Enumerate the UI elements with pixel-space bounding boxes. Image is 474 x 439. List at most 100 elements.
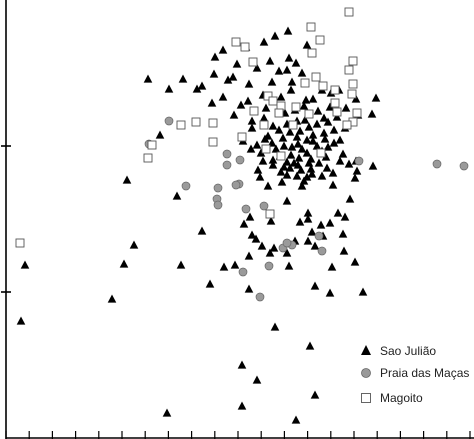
- data-point-sao-juliao: [371, 93, 381, 102]
- data-point-praia-das-macas: [314, 231, 324, 241]
- data-point-sao-juliao: [268, 121, 278, 130]
- data-point-sao-juliao: [316, 220, 326, 229]
- data-point-magoito: [332, 107, 342, 117]
- data-point-sao-juliao: [218, 45, 228, 54]
- data-point-magoito: [348, 56, 358, 66]
- data-point-praia-das-macas: [181, 181, 191, 191]
- data-point-sao-juliao: [276, 167, 286, 176]
- legend-item-praia-das-macas: Praia das Maças: [361, 366, 469, 380]
- data-point-sao-juliao: [302, 40, 312, 49]
- legend-item-sao-juliao: Sao Julião: [361, 344, 436, 358]
- data-point-magoito: [176, 120, 186, 130]
- data-point-sao-juliao: [351, 94, 361, 103]
- data-point-sao-juliao: [345, 194, 355, 203]
- data-point-praia-das-macas: [238, 267, 248, 277]
- x-ticks: [5, 431, 471, 439]
- data-point-magoito: [306, 22, 316, 32]
- data-point-sao-juliao: [162, 408, 172, 417]
- data-point-sao-juliao: [243, 96, 253, 105]
- data-point-praia-das-macas: [264, 261, 274, 271]
- data-point-sao-juliao: [297, 181, 307, 190]
- legend-label: Praia das Maças: [380, 366, 469, 380]
- legend-label: Magoito: [380, 391, 423, 405]
- data-point-magoito: [344, 65, 354, 75]
- data-point-sao-juliao: [320, 134, 330, 143]
- data-point-sao-juliao: [269, 243, 279, 252]
- data-point-sao-juliao: [367, 109, 377, 118]
- data-point-sao-juliao: [300, 115, 310, 124]
- data-point-sao-juliao: [286, 85, 296, 94]
- data-point-sao-juliao: [338, 229, 348, 238]
- data-point-magoito: [300, 78, 310, 88]
- data-point-sao-juliao: [178, 74, 188, 83]
- data-point-magoito: [263, 91, 273, 101]
- data-point-sao-juliao: [20, 260, 30, 269]
- data-point-sao-juliao: [350, 257, 360, 266]
- data-point-sao-juliao: [284, 261, 294, 270]
- data-point-praia-das-macas: [241, 204, 251, 214]
- data-point-magoito: [231, 37, 241, 47]
- data-point-sao-juliao: [352, 166, 362, 175]
- data-point-sao-juliao: [291, 415, 301, 424]
- data-point-sao-juliao: [268, 160, 278, 169]
- data-point-sao-juliao: [282, 157, 292, 166]
- data-point-sao-juliao: [327, 262, 337, 271]
- data-point-sao-juliao: [282, 65, 292, 74]
- data-point-sao-juliao: [172, 191, 182, 200]
- data-point-magoito: [311, 72, 321, 82]
- data-point-sao-juliao: [319, 128, 329, 137]
- data-point-sao-juliao: [325, 218, 335, 227]
- data-point-sao-juliao: [274, 125, 284, 134]
- data-point-sao-juliao: [252, 140, 262, 149]
- data-point-sao-juliao: [143, 74, 153, 83]
- data-point-praia-das-macas: [222, 160, 232, 170]
- data-point-sao-juliao: [294, 153, 304, 162]
- data-point-magoito: [237, 132, 247, 142]
- data-point-sao-juliao: [270, 31, 280, 40]
- data-point-sao-juliao: [252, 63, 262, 72]
- data-point-praia-das-macas: [235, 155, 245, 165]
- data-point-sao-juliao: [302, 135, 312, 144]
- data-point-sao-juliao: [308, 130, 318, 139]
- data-point-praia-das-macas: [317, 246, 327, 256]
- legend: Sao Julião Praia das Maças Magoito: [361, 344, 469, 405]
- data-point-praia-das-macas: [164, 116, 174, 126]
- data-point-sao-juliao: [314, 158, 324, 167]
- data-point-magoito: [259, 120, 269, 130]
- data-point-sao-juliao: [333, 208, 343, 217]
- data-point-praia-das-macas: [231, 180, 241, 190]
- data-point-sao-juliao: [313, 106, 323, 115]
- data-point-magoito: [240, 42, 250, 52]
- data-point-magoito: [261, 144, 271, 154]
- data-point-sao-juliao: [321, 152, 331, 161]
- data-point-magoito: [344, 7, 354, 17]
- data-point-sao-juliao: [293, 160, 303, 169]
- data-point-sao-juliao: [340, 212, 350, 221]
- data-point-magoito: [315, 35, 325, 45]
- data-point-sao-juliao: [192, 84, 202, 93]
- data-point-magoito: [304, 109, 314, 119]
- data-point-sao-juliao: [285, 163, 295, 172]
- data-point-sao-juliao: [287, 77, 297, 86]
- data-point-sao-juliao: [317, 171, 327, 180]
- data-point-sao-juliao: [237, 360, 247, 369]
- data-point-sao-juliao: [247, 123, 257, 132]
- data-point-sao-juliao: [246, 144, 256, 153]
- data-point-sao-juliao: [325, 288, 335, 297]
- data-point-sao-juliao: [307, 227, 317, 236]
- data-point-sao-juliao: [207, 98, 217, 107]
- data-point-sao-juliao: [257, 241, 267, 250]
- data-point-sao-juliao: [230, 260, 240, 269]
- data-point-sao-juliao: [303, 208, 313, 217]
- data-point-sao-juliao: [323, 142, 333, 151]
- data-point-sao-juliao: [197, 81, 207, 90]
- data-point-sao-juliao: [279, 141, 289, 150]
- data-point-sao-juliao: [259, 37, 269, 46]
- data-point-sao-juliao: [210, 52, 220, 61]
- data-point-sao-juliao: [295, 217, 305, 226]
- data-point-sao-juliao: [244, 284, 254, 293]
- data-point-sao-juliao: [328, 168, 338, 177]
- data-point-sao-juliao: [344, 159, 354, 168]
- data-point-magoito: [268, 96, 278, 106]
- data-point-sao-juliao: [283, 26, 293, 35]
